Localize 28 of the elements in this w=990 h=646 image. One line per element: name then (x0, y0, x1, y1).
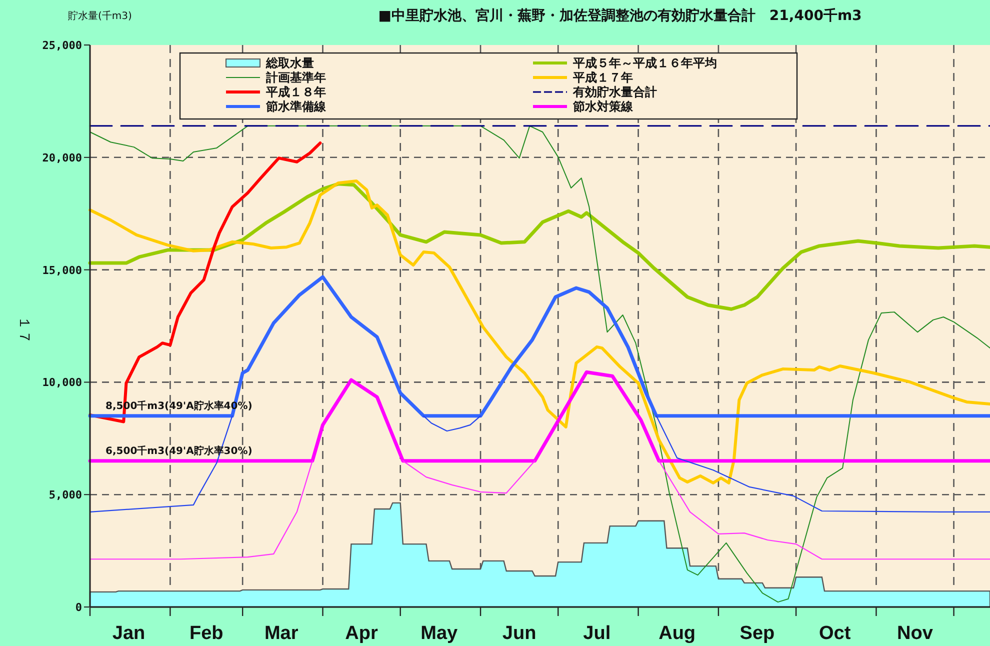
x-tick-label: Apr (345, 623, 379, 644)
legend-label: 平成１８年 (265, 85, 326, 99)
x-tick-label: Jan (112, 623, 146, 644)
x-tick-label: Jul (583, 623, 611, 644)
x-tick-label: Sep (740, 623, 775, 644)
legend-label: 平成５年～平成１６年平均 (572, 56, 717, 70)
legend-label: 節水準備線 (265, 100, 327, 114)
x-tick-label: Aug (658, 623, 696, 644)
legend-label: 総取水量 (265, 56, 314, 70)
x-tick-label: Nov (897, 623, 934, 644)
y-tick-label: 10,000 (42, 376, 82, 390)
legend-label: 有効貯水量合計 (572, 85, 657, 99)
y-tick-label: 0 (75, 601, 82, 614)
legend-label: 平成１７年 (572, 70, 633, 84)
text: １７ (16, 316, 32, 344)
x-tick-label: Feb (189, 623, 224, 644)
y-tick-label: 5,000 (48, 488, 82, 502)
x-tick-label: May (420, 623, 458, 644)
x-tick-label: Jun (502, 623, 536, 644)
y-axis-title: 貯水量(千m3) (68, 10, 132, 22)
y-tick-label: 15,000 (42, 264, 82, 277)
y-tick-label: 20,000 (42, 151, 82, 164)
legend-label: 計画基準年 (265, 70, 326, 84)
x-tick-label: Oct (818, 623, 852, 644)
legend-label: 節水対策線 (572, 100, 634, 114)
y-tick-label: 25,000 (42, 39, 82, 52)
x-tick-label: Mar (264, 623, 299, 644)
chart-title: ■中里貯水池、宮川・蕪野・加佐登調整池の有効貯水量合計 21,400千m3 (378, 7, 862, 24)
